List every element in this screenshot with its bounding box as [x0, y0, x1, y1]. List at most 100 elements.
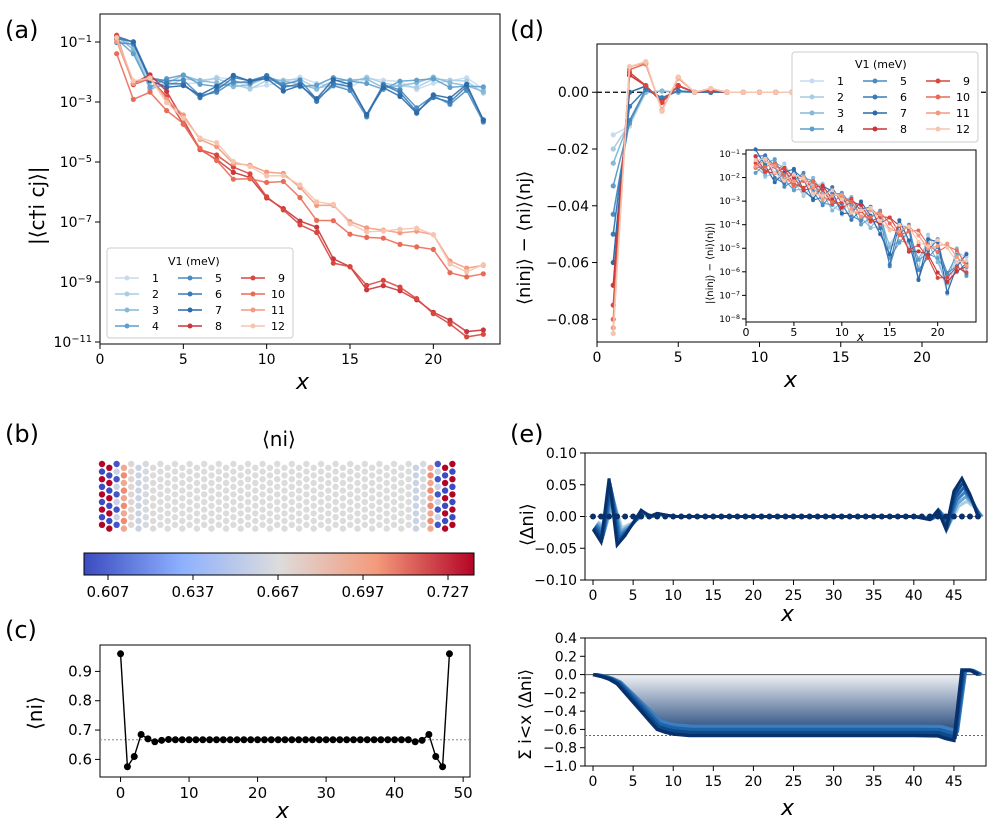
series-point — [480, 88, 486, 95]
legend-label: 11 — [271, 304, 285, 317]
lattice-site — [449, 521, 456, 528]
lattice-site — [303, 460, 310, 468]
lattice-site — [244, 521, 252, 528]
series-point — [297, 195, 303, 201]
lattice-site — [215, 521, 222, 528]
lattice-site — [193, 479, 201, 487]
legend-label: 1 — [152, 272, 159, 285]
delta-n-point — [854, 513, 861, 520]
density-point — [192, 736, 200, 744]
lattice-site — [179, 487, 186, 494]
series-point — [364, 234, 370, 240]
inset-series-point — [954, 248, 959, 253]
lattice-site — [201, 521, 208, 528]
panel-a-frame — [99, 13, 501, 345]
lattice-site — [208, 487, 215, 494]
inset-series-point — [897, 240, 902, 245]
y-tick-label: 0.0 — [555, 668, 577, 684]
lattice-site — [412, 472, 420, 479]
lattice-site — [441, 495, 449, 502]
legend-marker — [124, 307, 130, 313]
lattice-site — [120, 472, 128, 479]
lattice-site — [405, 483, 412, 490]
series-point — [414, 296, 420, 302]
lattice-site — [288, 483, 295, 490]
lattice-site — [208, 525, 215, 532]
panel-d-axes: 0 5 10 15 200.00−0.02−0.04−0.06−0.08 — [546, 85, 931, 366]
y-tick-label: 0.6 — [68, 750, 92, 768]
density-point — [199, 736, 207, 744]
y-tick-label: −0.10 — [534, 573, 577, 589]
inset-series-point — [791, 175, 796, 180]
lattice-site — [128, 498, 135, 506]
lattice-site — [449, 498, 456, 506]
inset-series-point — [763, 172, 768, 177]
inset-series-point — [820, 197, 825, 202]
lattice-site — [288, 498, 295, 506]
panel-e-bottom-xlabel: x — [780, 796, 795, 821]
lattice-site — [427, 464, 434, 471]
lattice-site — [244, 498, 252, 506]
tick-label: 10−7 — [60, 214, 92, 232]
inset-series-point — [849, 199, 854, 204]
series-point — [675, 82, 681, 89]
inset-series-point — [906, 229, 911, 234]
lattice-site — [157, 498, 164, 506]
tick-label: 10−3 — [60, 94, 92, 112]
series-point — [447, 321, 453, 327]
inset-series-point — [811, 196, 816, 201]
x-tick-label: 25 — [785, 774, 803, 790]
series-point — [480, 117, 486, 123]
density-point — [343, 736, 351, 744]
series-point — [197, 135, 203, 141]
lattice-site — [186, 491, 193, 498]
lattice-site — [376, 476, 383, 483]
lattice-site — [310, 502, 317, 509]
inset-series-point — [887, 252, 892, 257]
lattice-site — [325, 525, 332, 532]
density-point — [267, 736, 275, 744]
lattice-site — [412, 517, 420, 525]
colorbar-ticks: 0.607 0.637 0.667 0.697 0.727 — [87, 575, 469, 601]
inset-series-point — [916, 267, 921, 272]
x-tick-label: 30 — [317, 784, 336, 802]
colorbar-tick-label: 0.667 — [257, 583, 300, 601]
lattice-site — [288, 476, 295, 483]
lattice-site — [120, 525, 128, 532]
density-point — [363, 736, 371, 744]
lattice-site — [193, 510, 201, 517]
inset-x-tick-label: 5 — [790, 326, 797, 339]
x-tick-label: 5 — [629, 774, 638, 790]
lattice-site — [405, 521, 412, 528]
lattice-site — [186, 498, 193, 506]
panel-e-top-xlabel: x — [780, 602, 795, 627]
series-point — [230, 72, 236, 78]
density-point — [411, 738, 419, 746]
lattice-site — [142, 521, 149, 528]
inset-series-point — [772, 180, 777, 185]
lattice-site — [398, 487, 405, 494]
inset-series-point — [839, 205, 844, 210]
lattice-site — [142, 483, 149, 490]
tick-label: 10−1 — [719, 149, 740, 161]
inset-series-point — [926, 244, 931, 249]
inset-series-point — [801, 188, 806, 193]
lattice-site — [398, 502, 405, 509]
lattice-site — [164, 502, 171, 509]
series-point — [397, 83, 403, 89]
lattice-site — [208, 479, 215, 487]
legend-label: 8 — [900, 123, 907, 136]
x-tick-label: 45 — [945, 588, 963, 604]
delta-n-point — [646, 513, 653, 520]
inset-series-point — [964, 264, 969, 269]
x-tick-label: 20 — [424, 352, 442, 368]
lattice-site — [434, 506, 441, 513]
lattice-site — [128, 483, 135, 490]
series-point — [643, 58, 649, 65]
lattice-site — [405, 506, 412, 513]
series-point — [314, 82, 320, 88]
inset-series-point — [830, 208, 835, 213]
lattice-site — [222, 525, 230, 532]
lattice-site — [193, 487, 201, 494]
